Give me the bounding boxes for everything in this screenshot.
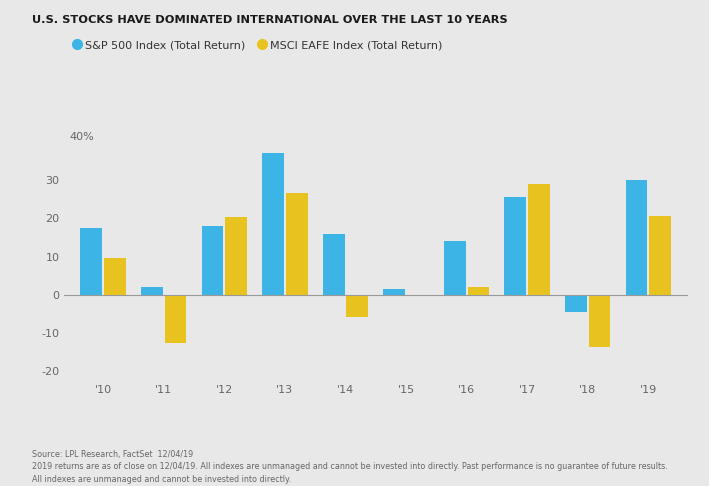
Text: Source: LPL Research, FactSet  12/04/19
2019 returns are as of close on 12/04/19: Source: LPL Research, FactSet 12/04/19 2… — [32, 450, 668, 484]
Bar — [225, 217, 247, 295]
Bar — [384, 290, 405, 295]
Bar — [407, 295, 429, 296]
Bar — [467, 287, 489, 295]
Bar — [164, 295, 186, 343]
Bar — [565, 295, 587, 312]
Bar — [286, 193, 308, 295]
Bar — [588, 295, 610, 347]
Bar — [141, 287, 163, 295]
Bar — [528, 184, 550, 295]
Bar — [104, 259, 126, 295]
Bar — [444, 241, 466, 295]
Bar — [323, 234, 345, 295]
Bar — [505, 197, 526, 295]
Text: 40%: 40% — [70, 132, 94, 142]
Legend: S&P 500 Index (Total Return), MSCI EAFE Index (Total Return): S&P 500 Index (Total Return), MSCI EAFE … — [69, 36, 447, 55]
Bar — [80, 228, 102, 295]
Bar — [262, 153, 284, 295]
Text: U.S. STOCKS HAVE DOMINATED INTERNATIONAL OVER THE LAST 10 YEARS: U.S. STOCKS HAVE DOMINATED INTERNATIONAL… — [32, 15, 508, 25]
Bar — [347, 295, 368, 317]
Bar — [625, 180, 647, 295]
Bar — [201, 226, 223, 295]
Bar — [649, 216, 671, 295]
